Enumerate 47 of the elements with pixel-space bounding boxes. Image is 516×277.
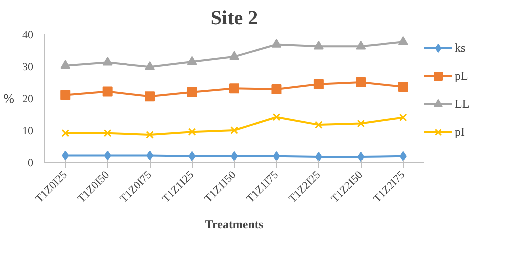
point bbox=[230, 84, 240, 94]
legend-label: pL bbox=[455, 68, 470, 84]
y-tick-label: 20 bbox=[22, 94, 34, 106]
legend-label: pI bbox=[455, 124, 466, 140]
y-tick-label: 40 bbox=[22, 30, 34, 42]
y-tick-label: 10 bbox=[22, 126, 34, 138]
x-axis-title: Treatments bbox=[205, 218, 264, 232]
point bbox=[272, 113, 281, 122]
point bbox=[145, 61, 156, 70]
point bbox=[398, 36, 408, 46]
y-axis-title: % bbox=[4, 91, 15, 106]
point bbox=[272, 84, 282, 95]
point bbox=[356, 40, 366, 50]
y-tick-label: 0 bbox=[28, 158, 34, 170]
legend-label: ks bbox=[455, 40, 467, 56]
point bbox=[104, 129, 112, 138]
point bbox=[188, 151, 196, 162]
y-tick-label: 30 bbox=[22, 62, 34, 74]
point bbox=[187, 56, 198, 66]
point bbox=[187, 87, 198, 98]
point bbox=[60, 60, 71, 69]
point bbox=[356, 78, 366, 88]
point bbox=[358, 152, 365, 162]
point bbox=[102, 56, 113, 66]
point bbox=[314, 40, 324, 50]
legend-label: LL bbox=[455, 96, 471, 112]
point bbox=[399, 114, 408, 122]
point bbox=[62, 129, 70, 138]
point bbox=[188, 128, 196, 136]
point bbox=[315, 152, 322, 162]
point bbox=[146, 131, 154, 139]
point bbox=[398, 82, 408, 92]
point bbox=[357, 120, 366, 128]
point bbox=[230, 51, 240, 60]
point bbox=[146, 150, 154, 161]
point bbox=[104, 150, 112, 161]
point bbox=[314, 79, 324, 90]
point bbox=[102, 86, 113, 97]
point bbox=[62, 150, 70, 161]
point bbox=[272, 39, 282, 48]
point bbox=[145, 92, 156, 102]
point bbox=[60, 90, 71, 100]
point bbox=[400, 151, 407, 162]
point bbox=[273, 151, 280, 162]
point bbox=[230, 126, 238, 134]
chart-title: Site 2 bbox=[210, 8, 258, 30]
point bbox=[315, 121, 323, 129]
